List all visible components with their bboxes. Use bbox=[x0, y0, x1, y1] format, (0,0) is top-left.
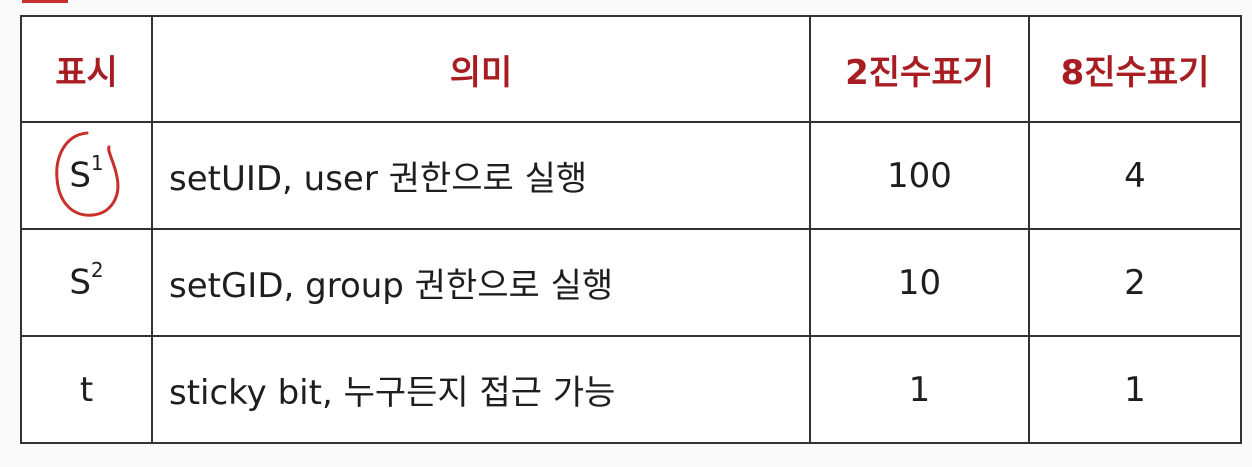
cell-meaning: setUID, user 권한으로 실행 bbox=[151, 121, 811, 230]
cell-octal: 2 bbox=[1028, 228, 1242, 337]
cell-binary: 100 bbox=[809, 121, 1030, 230]
special-permission-table: 표시 의미 2진수표기 8진수표기 S1 setUID, user 권한으로 실… bbox=[20, 15, 1242, 444]
top-accent-bar bbox=[22, 0, 68, 3]
symbol-superscript: 2 bbox=[90, 258, 104, 283]
cell-octal: 4 bbox=[1028, 121, 1242, 230]
cell-symbol: S1 bbox=[20, 121, 153, 230]
symbol-superscript: 1 bbox=[90, 151, 104, 176]
table-row: S1 setUID, user 권한으로 실행 100 4 bbox=[20, 121, 1242, 230]
symbol-setuid: S1 bbox=[55, 131, 120, 217]
symbol-letter: t bbox=[79, 369, 94, 410]
symbol-sticky: t bbox=[80, 370, 93, 410]
cell-binary: 10 bbox=[809, 228, 1030, 337]
header-octal: 8진수표기 bbox=[1028, 15, 1242, 123]
cell-symbol: S2 bbox=[20, 228, 153, 337]
symbol-letter: S bbox=[69, 155, 91, 196]
cell-symbol: t bbox=[20, 335, 153, 444]
table-row: S2 setGID, group 권한으로 실행 10 2 bbox=[20, 228, 1242, 337]
cell-binary: 1 bbox=[809, 335, 1030, 444]
table-row: t sticky bit, 누구든지 접근 가능 1 1 bbox=[20, 335, 1242, 444]
header-binary: 2진수표기 bbox=[809, 15, 1030, 123]
header-symbol: 표시 bbox=[20, 15, 153, 123]
cell-meaning: sticky bit, 누구든지 접근 가능 bbox=[151, 335, 811, 444]
table-header-row: 표시 의미 2진수표기 8진수표기 bbox=[20, 15, 1242, 123]
cell-octal: 1 bbox=[1028, 335, 1242, 444]
symbol-letter: S bbox=[69, 262, 91, 303]
cell-meaning: setGID, group 권한으로 실행 bbox=[151, 228, 811, 337]
header-meaning: 의미 bbox=[151, 15, 811, 123]
symbol-setgid: S2 bbox=[69, 258, 103, 303]
